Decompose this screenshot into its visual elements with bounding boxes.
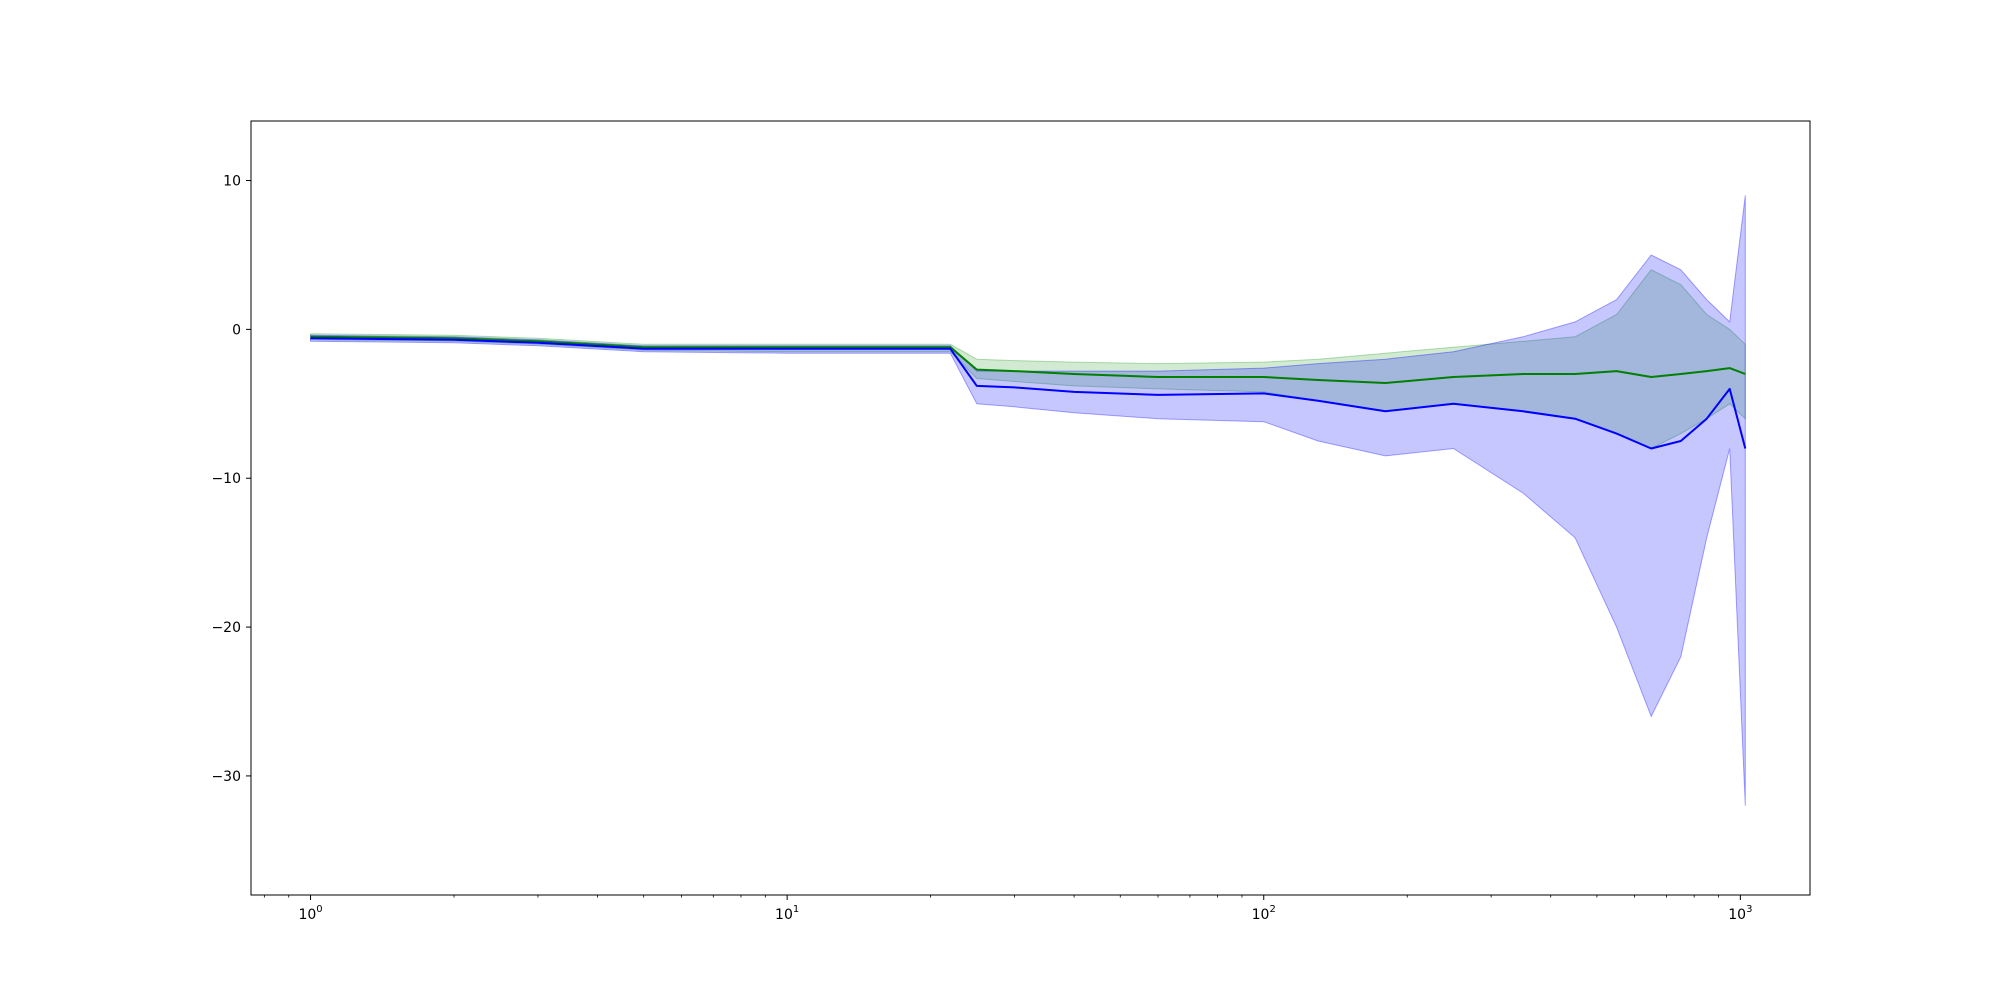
y-tick-label: −30: [211, 769, 241, 785]
y-tick-label: 0: [232, 322, 241, 338]
x-axis: 100 101 102 103: [263, 895, 1752, 923]
x-tick-label: 101: [775, 904, 799, 923]
series-2-line: [310, 337, 1747, 450]
y-tick-label: −10: [211, 471, 241, 487]
confidence-bands: [310, 195, 1746, 806]
series-1-band: [310, 269, 1746, 450]
x-tick-label: 102: [1252, 904, 1276, 923]
plot-frame: [250, 120, 1811, 896]
y-axis: 10 0 −10 −20 −30: [211, 174, 251, 785]
series-lines: [310, 335, 1747, 450]
y-tick-label: −20: [211, 620, 241, 636]
x-tick-label: 100: [298, 904, 322, 923]
series-1-line: [310, 335, 1746, 384]
x-tick-label: 103: [1728, 904, 1752, 923]
y-tick-label: 10: [223, 174, 241, 190]
series-2-band: [310, 195, 1746, 806]
